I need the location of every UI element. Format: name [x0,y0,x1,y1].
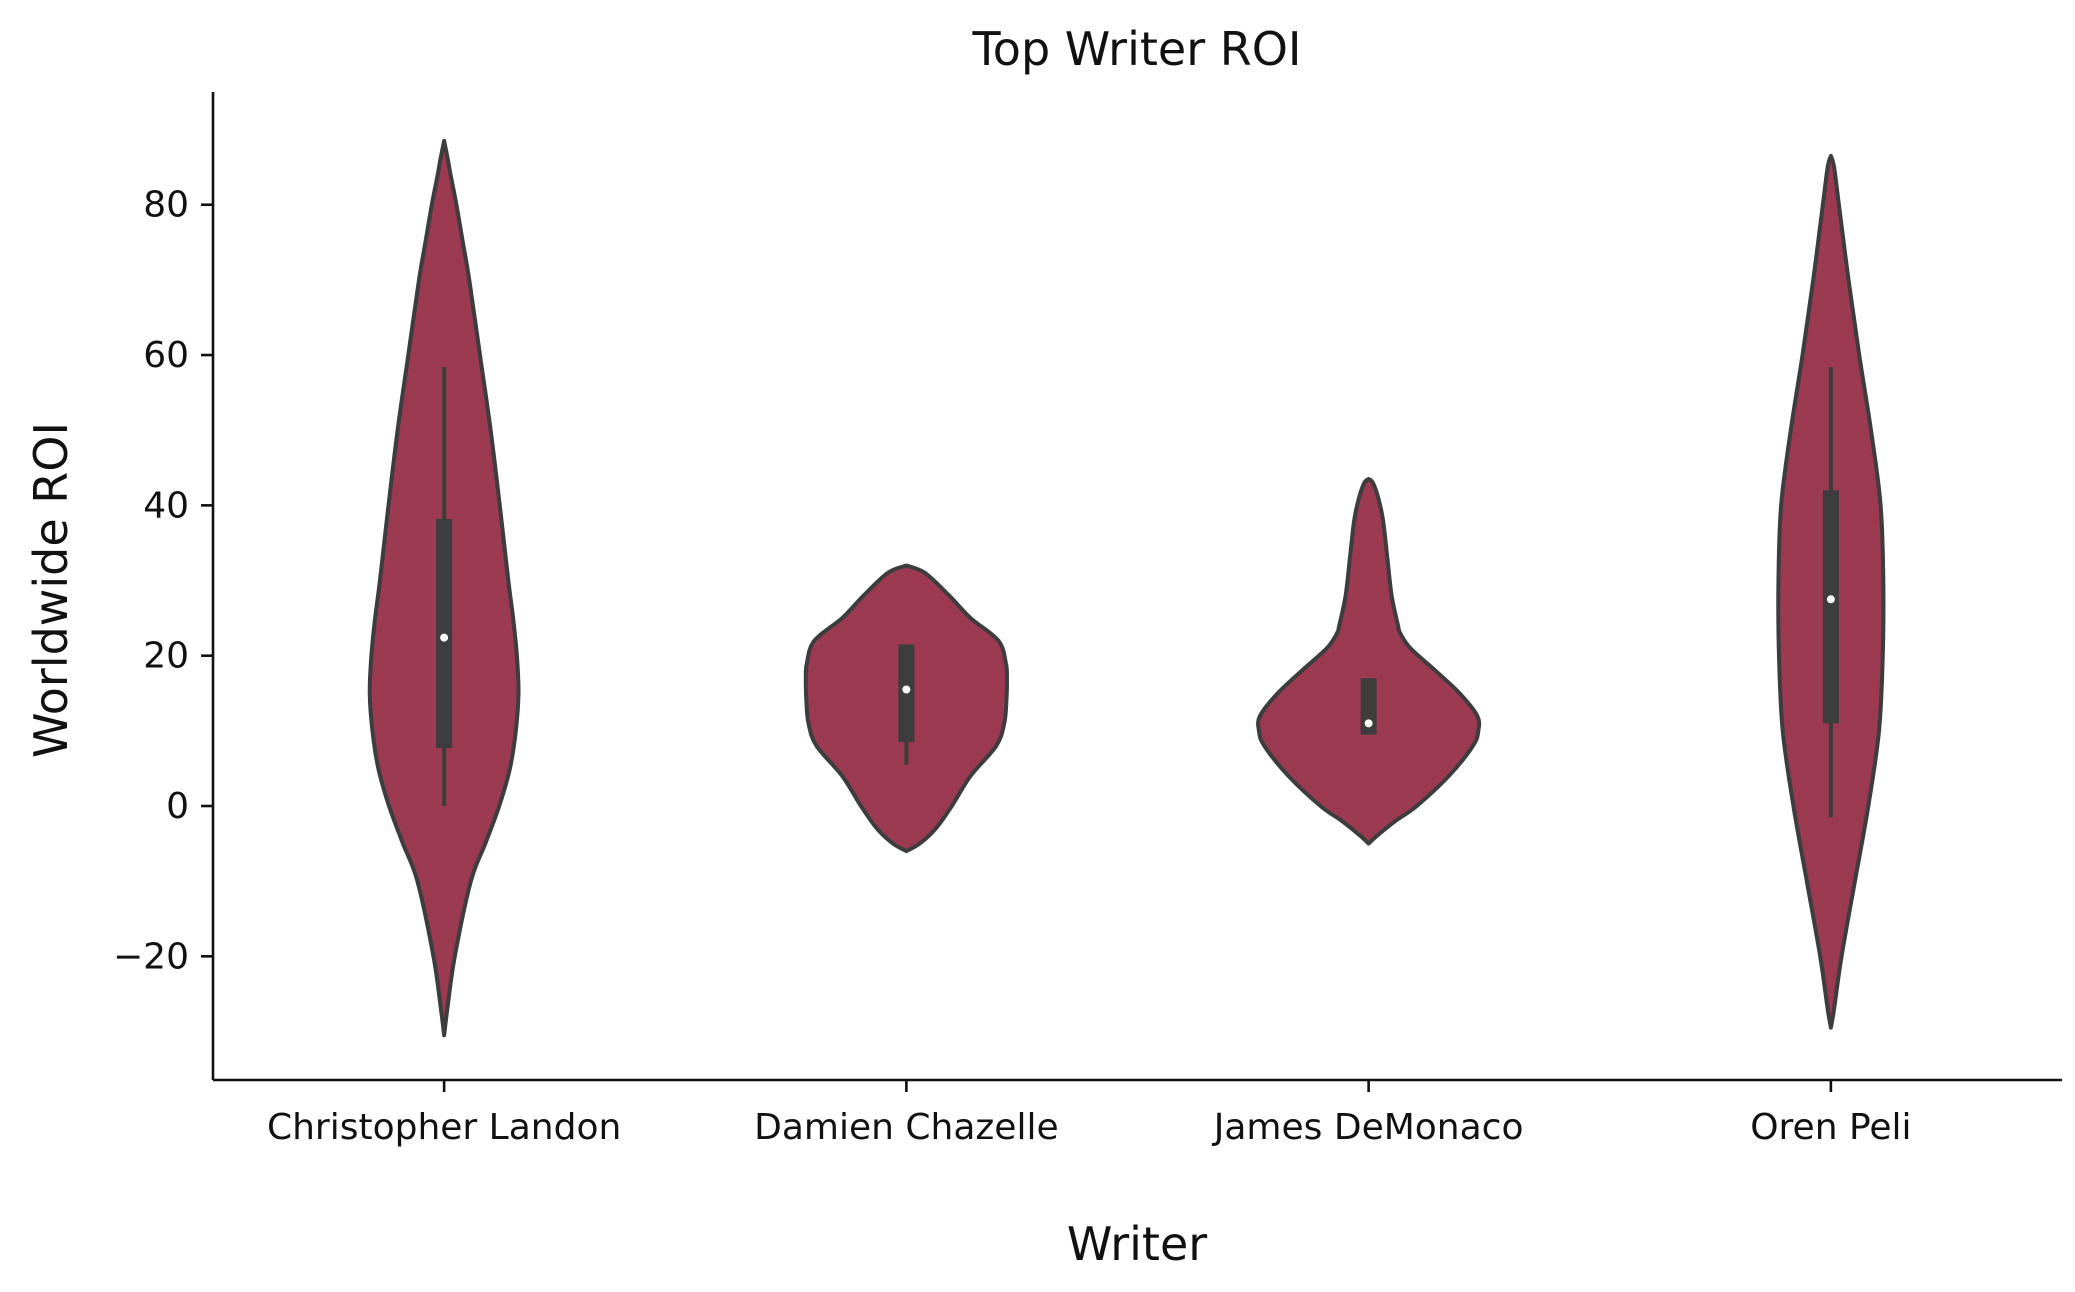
y-tick-label: 80 [143,185,189,226]
y-tick-label: 20 [143,636,189,677]
violin-oren-peli [1776,153,1886,1030]
violin-christopher-landon [367,138,521,1038]
violin-body [1256,477,1482,846]
x-axis-label: Writer [1067,1217,1207,1271]
median-point [440,633,449,642]
y-tick-label: 40 [143,485,189,526]
x-tick-label: James DeMonaco [1212,1107,1524,1148]
iqr-box [1360,678,1377,735]
y-axis-ticks: −20 0 20 40 60 80 [113,185,213,977]
y-tick-label: 60 [143,335,189,376]
violin-damien-chazelle [803,563,1009,854]
violin-james-demonaco [1256,477,1482,846]
iqr-box [1822,490,1839,724]
x-tick-label: Christopher Landon [267,1107,621,1148]
x-axis-ticks: Christopher Landon Damien Chazelle James D… [267,1080,1912,1148]
y-axis-label: Worldwide ROI [24,422,78,758]
y-tick-label: −20 [113,936,189,977]
chart-title: Top Writer ROI [972,22,1302,76]
violins [367,138,1886,1038]
x-tick-label: Oren Peli [1750,1107,1911,1148]
iqr-box [436,518,453,749]
x-tick-label: Damien Chazelle [754,1107,1058,1148]
median-point [1364,719,1373,728]
median-point [1826,595,1835,604]
y-tick-label: 0 [166,786,189,827]
median-point [902,685,911,694]
